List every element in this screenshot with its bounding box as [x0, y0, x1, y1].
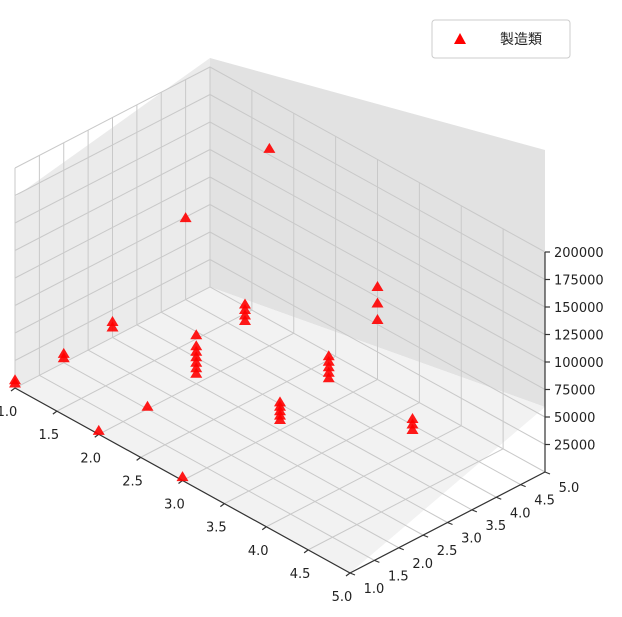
- data-point: [239, 315, 251, 325]
- gridline-y: [209, 67, 546, 473]
- y-tick-label: 2.0: [412, 557, 433, 572]
- y-tick-mark: [398, 547, 404, 551]
- data-point: [371, 314, 384, 324]
- gridline-z: [14, 258, 546, 445]
- y-tick-label: 4.0: [510, 506, 531, 521]
- data-point: [141, 400, 154, 411]
- y-tick-label: 3.0: [461, 532, 482, 547]
- data-point: [239, 309, 251, 320]
- x-tick-mark: [52, 410, 58, 415]
- z-tick-label: 75000: [554, 384, 595, 399]
- z-tick-label: 50000: [554, 411, 595, 426]
- y-tick-mark: [422, 534, 429, 538]
- data-point: [263, 142, 276, 153]
- y-tick-mark: [496, 496, 502, 500]
- gridline-z: [14, 148, 546, 335]
- gridline-z: [14, 231, 546, 418]
- gridline-y: [38, 155, 375, 561]
- data-point: [239, 304, 251, 314]
- data-point: [322, 350, 335, 361]
- data-point: [57, 347, 70, 358]
- data-point: [190, 329, 203, 340]
- data-point: [322, 361, 335, 372]
- data-point: [274, 396, 286, 407]
- z-tick-label: 100000: [554, 356, 604, 371]
- panes: [15, 58, 545, 573]
- x-tick-label: 1.5: [39, 428, 60, 443]
- z-tick-label: 25000: [554, 439, 595, 454]
- gridline-y: [160, 92, 497, 498]
- data-point: [406, 424, 419, 434]
- y-tick-mark: [447, 521, 453, 526]
- gridline-y: [63, 142, 399, 549]
- y-tick-mark: [374, 559, 380, 563]
- y-tick-label: 1.5: [388, 569, 409, 584]
- data-point: [9, 374, 21, 385]
- data-points: [9, 142, 419, 482]
- x-tick-label: 4.0: [248, 544, 269, 559]
- data-point: [406, 418, 419, 429]
- z-tick-label: 125000: [554, 329, 604, 344]
- y-tick-mark: [471, 509, 478, 513]
- data-point: [190, 367, 203, 378]
- legend-box: [431, 19, 571, 59]
- x-tick-label: 4.5: [290, 567, 311, 582]
- y-tick-label: 2.5: [437, 544, 458, 559]
- y-tick-mark: [544, 471, 551, 475]
- x-tick-label: 2.5: [122, 474, 143, 489]
- data-point: [176, 471, 189, 482]
- x-tick-label: 5.0: [332, 590, 353, 605]
- data-point: [92, 424, 105, 435]
- z-tick-label: 150000: [554, 301, 604, 316]
- data-point: [106, 316, 119, 326]
- data-point: [190, 362, 203, 373]
- data-point: [106, 321, 119, 332]
- data-point: [190, 351, 203, 362]
- gridline-z: [14, 176, 546, 363]
- gridline-y: [87, 130, 424, 536]
- y-tick-label: 3.5: [486, 519, 507, 534]
- x-tick-mark: [10, 387, 16, 392]
- y-tick-label: 4.5: [534, 494, 555, 509]
- data-point: [322, 372, 335, 383]
- z-tick-label: 175000: [554, 274, 604, 289]
- y-tick-label: 1.0: [364, 582, 385, 597]
- x-tick-mark: [261, 526, 267, 531]
- gridline-z: [14, 66, 546, 253]
- data-point: [406, 413, 419, 423]
- y-tick-label: 5.0: [559, 481, 580, 496]
- gridline-z: [14, 93, 546, 280]
- tick-labels: 1.01.52.02.53.03.54.04.55.01.01.52.02.53…: [0, 246, 604, 605]
- x-tick-mark: [220, 503, 225, 508]
- legend-marker: [454, 33, 466, 44]
- data-point: [322, 366, 335, 377]
- gridline-y: [136, 104, 473, 511]
- data-point: [190, 356, 203, 367]
- y-tick-mark: [349, 572, 356, 576]
- data-point: [179, 212, 192, 223]
- x-tick-mark: [303, 549, 309, 554]
- x-tick-mark: [136, 456, 141, 461]
- data-point: [239, 298, 251, 309]
- legend: 製造類: [431, 19, 571, 59]
- data-point: [190, 340, 203, 351]
- z-tick-label: 200000: [554, 246, 604, 261]
- x-tick-label: 3.0: [164, 498, 185, 513]
- data-point: [322, 355, 335, 366]
- legend-label: 製造類: [500, 32, 542, 48]
- x-tick-label: 1.0: [0, 405, 17, 420]
- gridline-z: [14, 121, 546, 308]
- data-point: [371, 297, 384, 308]
- data-point: [371, 281, 384, 291]
- x-tick-label: 2.0: [80, 451, 101, 466]
- data-point: [190, 345, 203, 356]
- x-tick-mark: [345, 572, 351, 577]
- gridline-z: [14, 203, 546, 390]
- x-tick-label: 3.5: [206, 521, 227, 536]
- y-tick-mark: [520, 484, 526, 488]
- gridline-y: [112, 117, 448, 523]
